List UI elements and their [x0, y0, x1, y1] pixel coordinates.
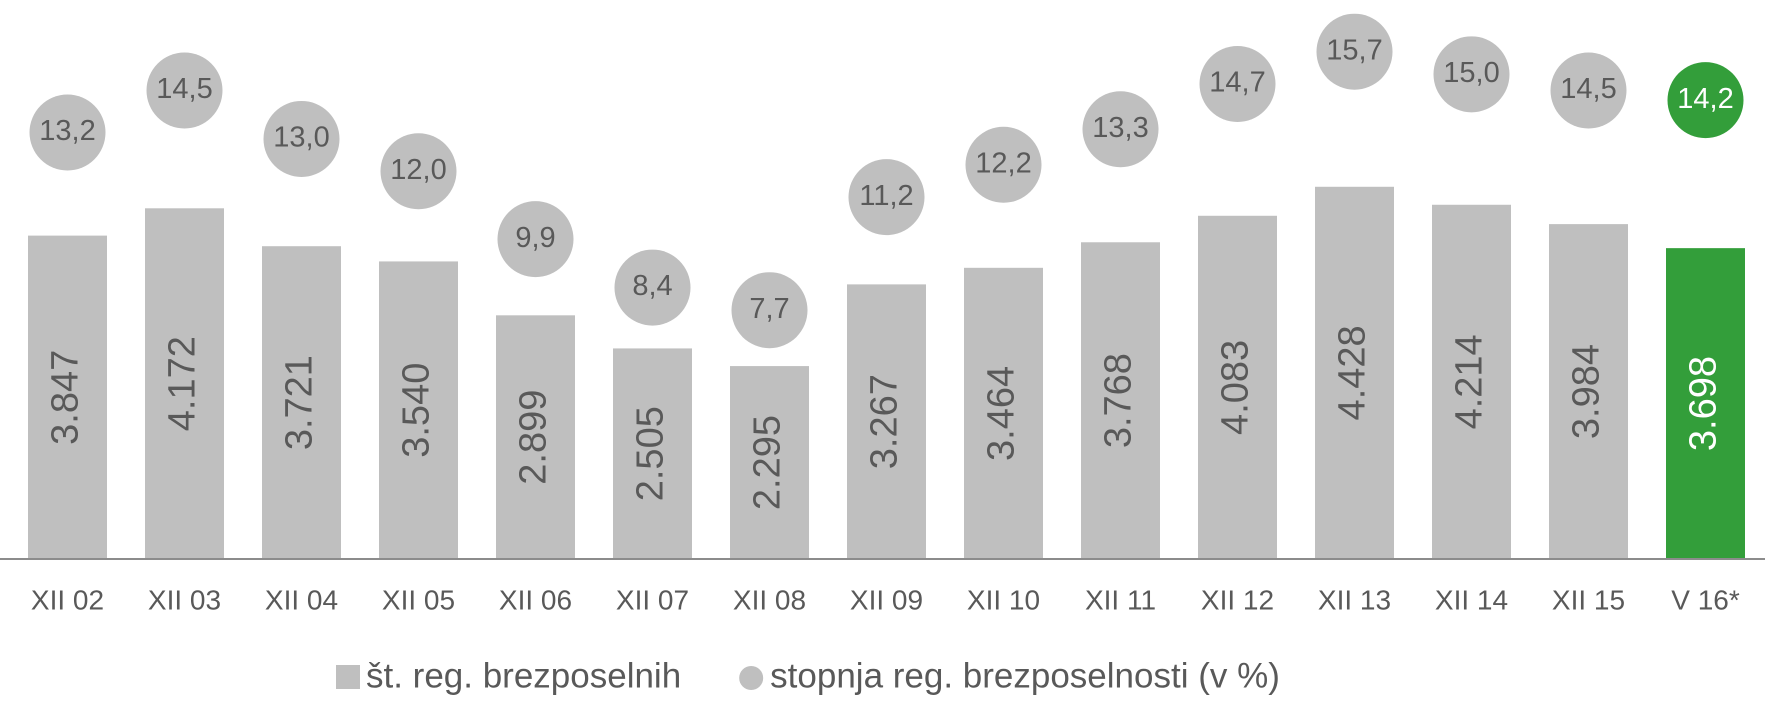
legend-swatch [739, 666, 764, 690]
bar-value-label: 3.847 [45, 350, 87, 445]
bar-value-label: 2.899 [513, 390, 555, 485]
point [146, 52, 223, 129]
bar [1081, 242, 1160, 559]
bar [496, 315, 575, 559]
x-tick-label: XII 03 [148, 584, 221, 615]
x-tick-label: XII 04 [265, 584, 338, 615]
bar-value-label: 3.721 [279, 355, 321, 450]
point-value-label: 13,3 [1092, 112, 1148, 144]
bar-value-label: 3.984 [1566, 344, 1608, 439]
bar-value-label: 4.172 [162, 336, 204, 431]
point [497, 201, 574, 278]
point [965, 126, 1042, 203]
point-value-label: 13,0 [273, 122, 329, 154]
point-value-label: 14,2 [1677, 83, 1733, 115]
x-tick-label: XII 08 [733, 584, 806, 615]
point-value-label: 11,2 [859, 180, 913, 212]
x-tick-label: XII 06 [499, 584, 572, 615]
bar-value-label: 4.214 [1449, 334, 1491, 429]
bar-value-label: 4.083 [1215, 340, 1257, 435]
point-value-label: 8,4 [632, 270, 672, 302]
x-tick-label: XII 07 [616, 584, 689, 615]
point-value-label: 12,2 [975, 147, 1031, 179]
bar-value-label: 3.768 [1098, 353, 1140, 448]
bar [262, 246, 341, 560]
point [1433, 36, 1510, 113]
bar [28, 235, 107, 559]
bar [1198, 215, 1277, 559]
point-value-label: 13,2 [39, 115, 95, 147]
bar-value-label: 3.464 [981, 366, 1023, 461]
point [263, 100, 340, 177]
x-tick-label: XII 09 [850, 584, 923, 615]
x-tick-label: XII 02 [31, 584, 104, 615]
x-tick-label: XII 10 [967, 584, 1040, 615]
legend-swatch [336, 665, 360, 689]
legend-label: št. reg. brezposelnih [366, 656, 681, 695]
point-value-label: 15,0 [1443, 57, 1499, 89]
point [614, 249, 691, 326]
bar-value-label: 2.505 [630, 406, 672, 501]
x-tick-label: XII 13 [1318, 584, 1391, 615]
point-value-label: 7,7 [749, 293, 789, 325]
x-tick-label: XII 14 [1435, 584, 1508, 615]
x-tick-label: XII 11 [1085, 584, 1156, 615]
point [29, 94, 106, 171]
bar-value-label: 3.698 [1683, 356, 1725, 451]
point [848, 159, 925, 236]
point [1667, 62, 1744, 139]
point-value-label: 12,0 [390, 154, 446, 186]
x-tick-label: V 16* [1671, 584, 1740, 615]
point-value-label: 14,5 [1560, 73, 1616, 105]
legend-label: stopnja reg. brezposelnosti (v %) [770, 656, 1280, 695]
bar [1432, 204, 1511, 560]
bar-value-label: 3.267 [864, 374, 906, 469]
point [1550, 52, 1627, 129]
bar [379, 261, 458, 559]
point [731, 272, 808, 349]
point-value-label: 14,5 [156, 73, 212, 105]
bar [964, 267, 1043, 559]
bar [730, 366, 809, 559]
bar [1315, 186, 1394, 559]
point-value-label: 15,7 [1326, 34, 1382, 66]
point [1316, 13, 1393, 90]
bar [847, 284, 926, 559]
bar [145, 208, 224, 559]
x-tick-label: XII 15 [1552, 584, 1625, 615]
x-tick-label: XII 12 [1201, 584, 1274, 615]
bar [1549, 224, 1628, 559]
bar [613, 348, 692, 559]
bar [1666, 248, 1745, 559]
x-tick-label: XII 05 [382, 584, 455, 615]
point-value-label: 14,7 [1209, 67, 1265, 99]
bar-value-label: 4.428 [1332, 325, 1374, 420]
point [1082, 91, 1159, 168]
bar-value-label: 2.295 [747, 415, 789, 510]
point-value-label: 9,9 [515, 222, 555, 254]
bar-value-label: 3.540 [396, 363, 438, 458]
point [1199, 46, 1276, 123]
point [380, 133, 457, 210]
